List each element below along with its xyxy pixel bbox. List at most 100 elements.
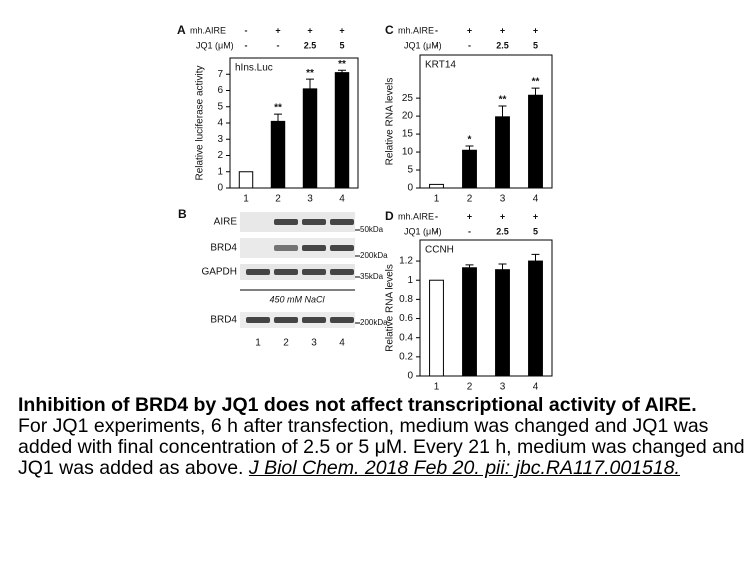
significance: ** (274, 103, 282, 114)
y-tick-label: 10 (402, 147, 414, 158)
band (330, 269, 354, 275)
condition: 450 mM NaCl (269, 294, 325, 304)
y-tick-label: 5 (407, 165, 413, 176)
marker: 200kDa (360, 251, 388, 260)
condition-label: mh.AIRE (398, 211, 434, 221)
y-tick-label: 1 (407, 275, 413, 286)
error-bar (531, 253, 540, 262)
panel-label: D (385, 209, 394, 223)
error-bar (498, 263, 507, 270)
band (330, 317, 354, 323)
condition-value: + (307, 25, 312, 35)
error-bar (465, 145, 474, 151)
bar (238, 171, 254, 189)
x-tick-label: 4 (339, 194, 345, 205)
condition-value: - (468, 40, 471, 50)
figure: B AIRE BRD4 GAPDH 450 mM NaCl BRD4 50kDa… (177, 23, 553, 390)
error-bar (306, 78, 314, 89)
band (246, 317, 270, 323)
caption: Inhibition of BRD4 by JQ1 does not affec… (18, 395, 748, 479)
y-tick-label: 15 (402, 129, 414, 140)
x-tick-label: 4 (533, 382, 539, 390)
significance: * (468, 135, 472, 146)
error-bar (274, 113, 282, 122)
citation[interactable]: J Biol Chem. 2018 Feb 20. pii: jbc.RA117… (248, 457, 680, 479)
panel-title: hIns.Luc (235, 63, 273, 74)
bar (528, 260, 543, 377)
panel-label: B (178, 207, 187, 221)
y-tick-label: 0.4 (399, 332, 413, 343)
bar (495, 116, 510, 189)
row-label: BRD4 (210, 243, 237, 254)
y-tick-label: 4 (217, 118, 223, 129)
bar (302, 88, 318, 189)
y-axis-label: Relative RNA levels (385, 264, 396, 352)
band (274, 219, 298, 225)
lane-label: 1 (255, 338, 261, 349)
western-blot: B AIRE BRD4 GAPDH 450 mM NaCl BRD4 50kDa… (178, 207, 388, 348)
condition-value: - (435, 25, 438, 35)
condition-value: - (245, 40, 248, 50)
significance: ** (338, 59, 346, 70)
panel-title: KRT14 (425, 60, 456, 71)
plot-frame (419, 54, 553, 189)
y-axis-label: Relative luciferase activity (195, 65, 206, 180)
lane-label: 2 (283, 338, 289, 349)
bar (429, 279, 444, 377)
condition-value: - (435, 211, 438, 221)
condition-label: JQ1 (μM) (404, 226, 442, 236)
row-label: BRD4 (210, 315, 237, 326)
condition-value: 5 (533, 226, 538, 236)
marker: 35kDa (360, 272, 384, 281)
condition-label: mh.AIRE (190, 25, 226, 35)
band (330, 219, 354, 225)
error-bar (465, 264, 474, 268)
x-tick-label: 3 (500, 382, 506, 390)
condition-value: - (435, 226, 438, 236)
condition-value: 5 (339, 40, 344, 50)
condition-value: + (500, 25, 505, 35)
y-tick-label: 0.8 (399, 294, 413, 305)
y-tick-label: 1.2 (399, 256, 413, 267)
condition-value: + (533, 25, 538, 35)
band (330, 245, 354, 251)
error-bar (338, 69, 346, 73)
y-tick-label: 0.2 (399, 351, 413, 362)
condition-value: + (467, 25, 472, 35)
y-tick-label: 3 (217, 134, 223, 145)
plot-frame (419, 239, 553, 377)
band (274, 317, 298, 323)
bar (495, 269, 510, 377)
band (274, 245, 298, 251)
y-tick-label: 25 (402, 93, 414, 104)
band (302, 317, 326, 323)
condition-value: 5 (533, 40, 538, 50)
caption-body: For JQ1 experiments, 6 h after transfect… (18, 415, 745, 479)
bar (462, 267, 477, 377)
condition-label: JQ1 (μM) (404, 40, 442, 50)
condition-value: + (533, 211, 538, 221)
lane-label: 3 (311, 338, 317, 349)
condition-value: + (275, 25, 280, 35)
condition-value: - (277, 40, 280, 50)
row-label: GAPDH (201, 267, 237, 278)
y-axis-label: Relative RNA levels (385, 78, 396, 166)
band (302, 219, 326, 225)
panel-label: C (385, 23, 394, 37)
significance: ** (532, 77, 540, 88)
y-tick-label: 0 (407, 371, 413, 382)
significance: ** (306, 68, 314, 79)
y-tick-label: 1 (217, 166, 223, 177)
y-tick-label: 20 (402, 111, 414, 122)
y-tick-label: 0 (217, 183, 223, 194)
y-tick-label: 0 (407, 183, 413, 194)
x-tick-label: 1 (434, 194, 440, 205)
band (246, 269, 270, 275)
bar (429, 183, 444, 189)
bar (462, 149, 477, 189)
condition-value: + (467, 211, 472, 221)
y-tick-label: 2 (217, 150, 223, 161)
condition-value: - (435, 40, 438, 50)
condition-value: 2.5 (304, 40, 317, 50)
